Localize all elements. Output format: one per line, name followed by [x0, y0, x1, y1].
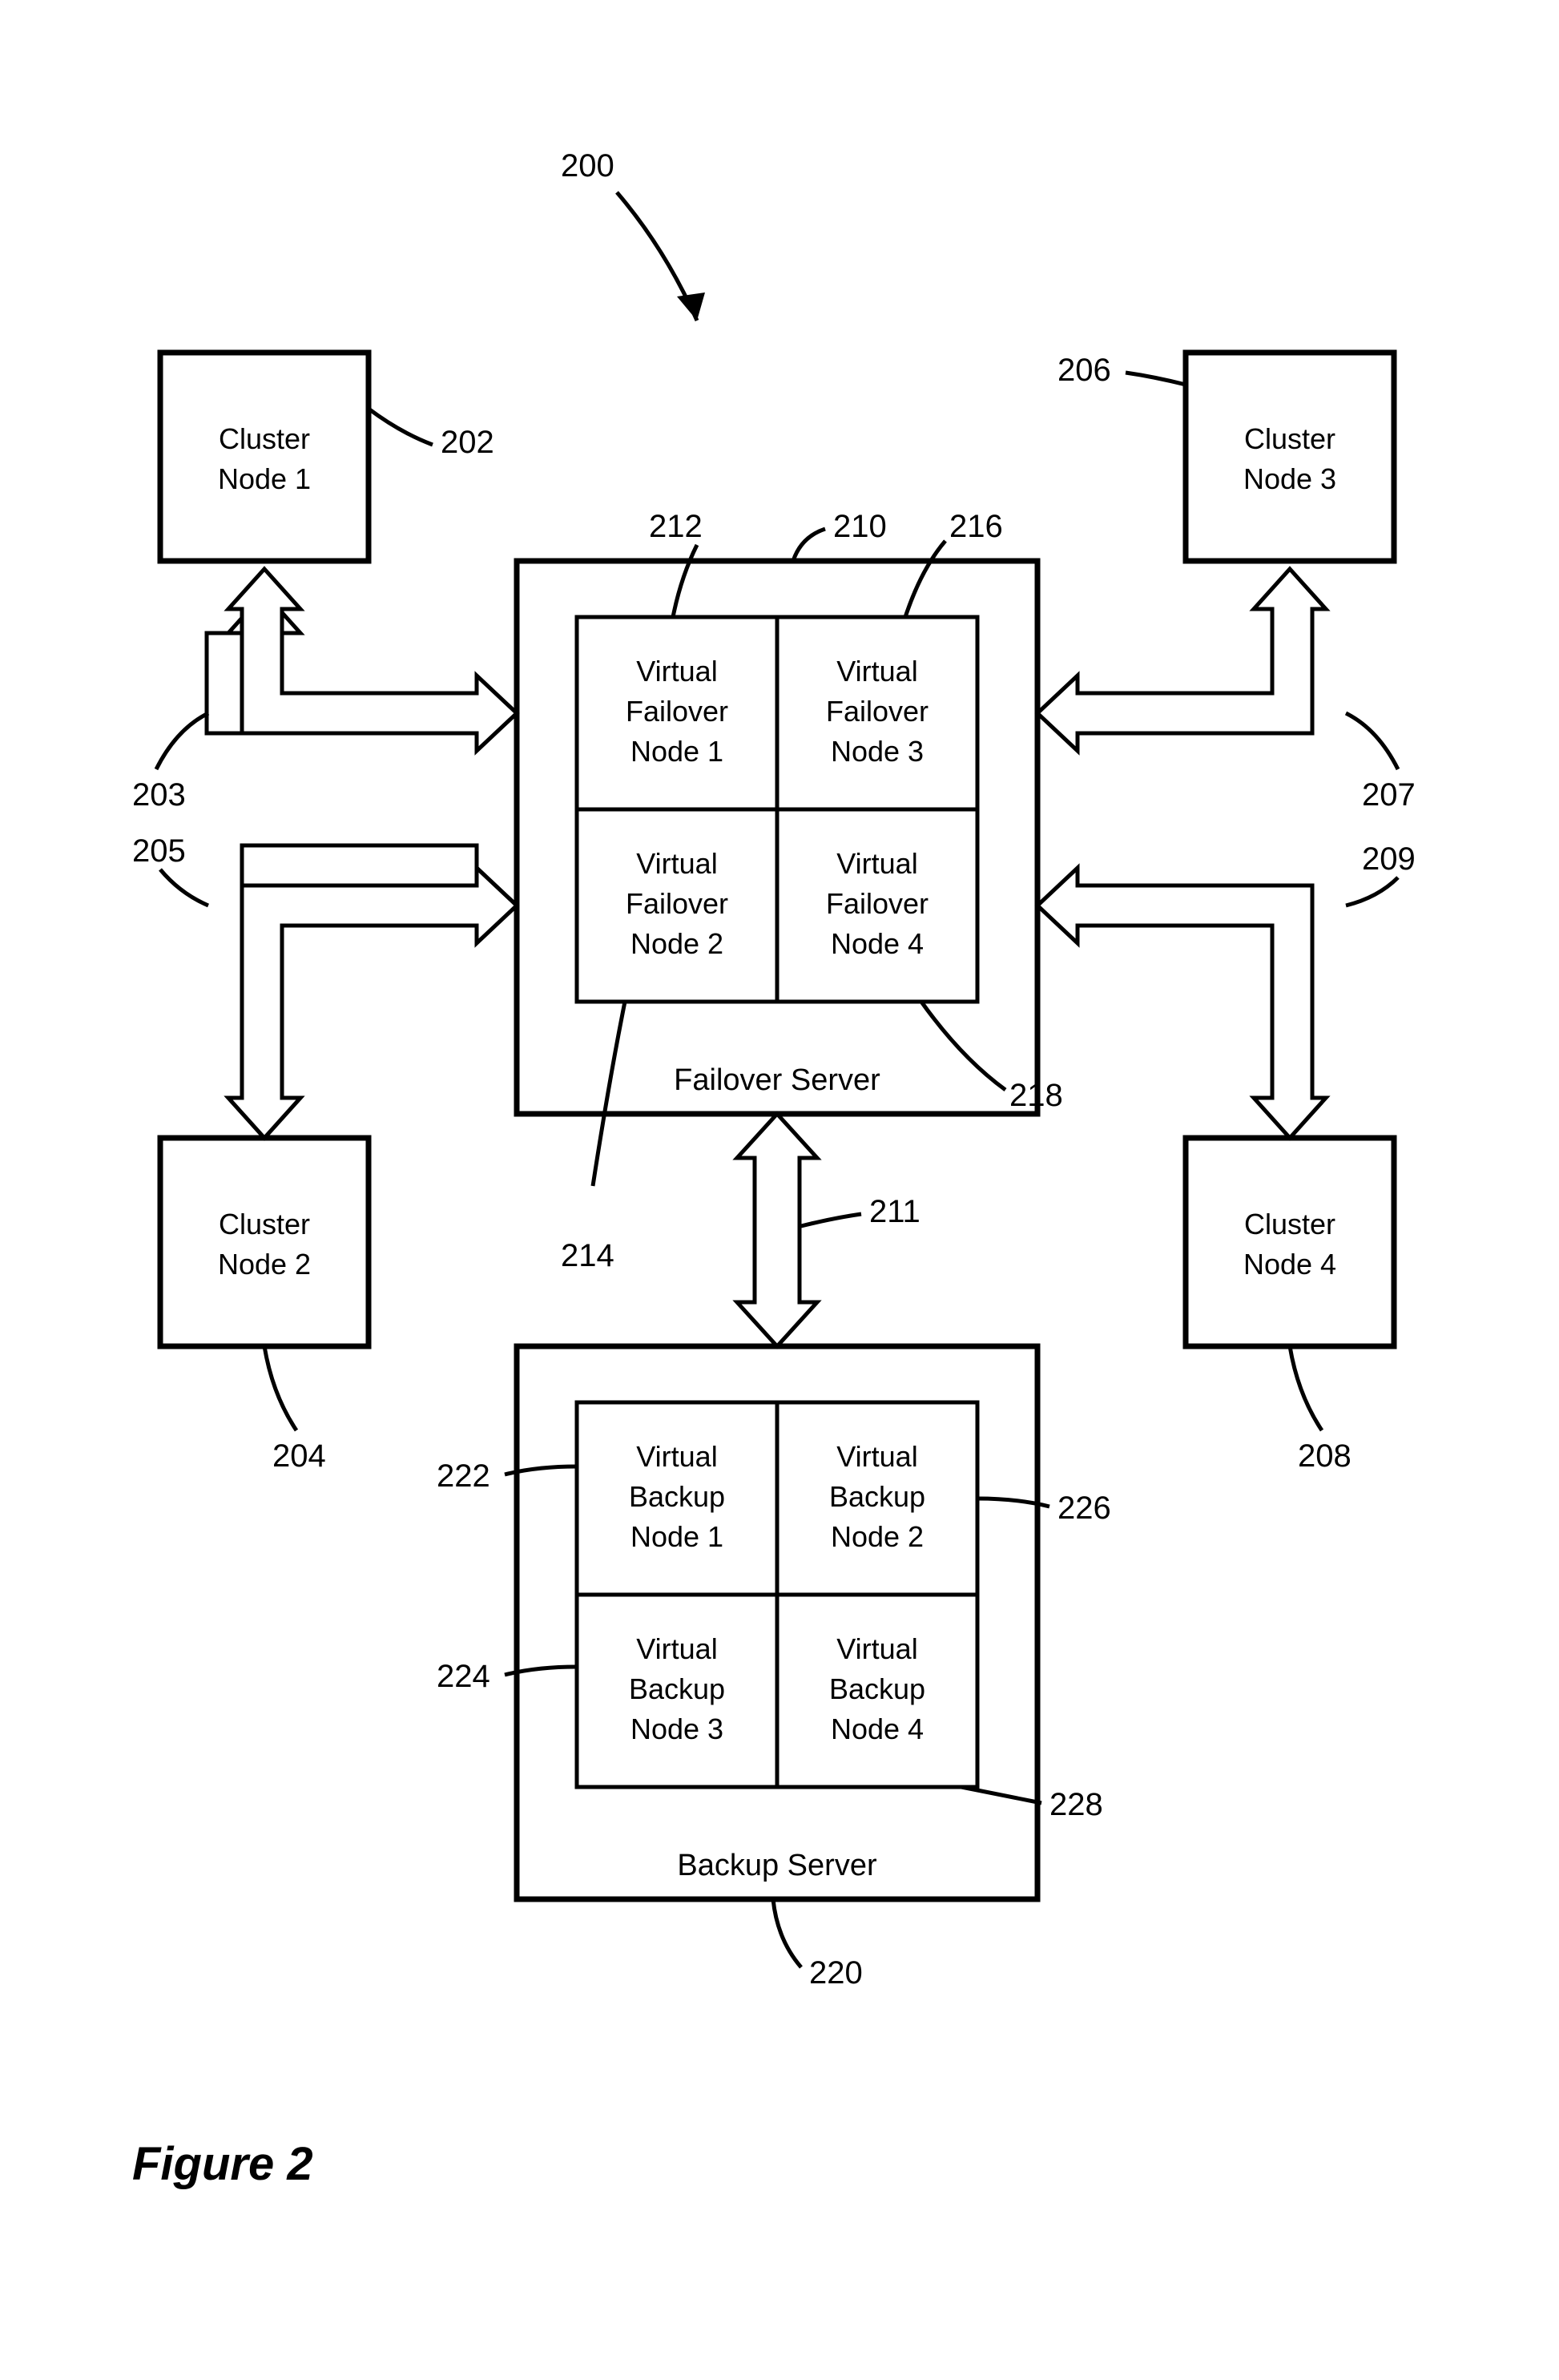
ref-206-leader	[1126, 373, 1186, 385]
ref-202-leader	[369, 409, 433, 445]
ref-214: 214	[561, 1238, 614, 1273]
cluster-node-4-line1: Cluster	[1244, 1208, 1335, 1240]
ref-207-leader	[1346, 713, 1398, 769]
cluster-node-3-line2: Node 3	[1243, 462, 1336, 495]
vfn2-l3: Node 2	[630, 927, 723, 960]
vfn1-l2: Failover	[626, 695, 728, 728]
vbn4-l2: Backup	[829, 1672, 925, 1705]
ref-200-arrowhead	[677, 292, 705, 321]
ref-200: 200	[561, 148, 614, 184]
ref-218: 218	[1009, 1078, 1063, 1113]
diagram-root: 200 Cluster Node 1 202 Cluster Node 3 20…	[0, 0, 1559, 2380]
vfn4-l1: Virtual	[836, 847, 917, 880]
vbn2-l1: Virtual	[836, 1440, 917, 1473]
ref-208-leader	[1290, 1346, 1322, 1430]
vbn4-l1: Virtual	[836, 1632, 917, 1665]
vfn4-l3: Node 4	[831, 927, 924, 960]
backup-server-label: Backup Server	[677, 1849, 877, 1882]
cluster-node-3-line1: Cluster	[1244, 422, 1335, 455]
vfn1-l3: Node 1	[630, 735, 723, 768]
arrow-211-shape	[737, 1114, 817, 1346]
ref-209-leader	[1346, 877, 1398, 906]
ref-209: 209	[1362, 841, 1416, 877]
vfn3-l2: Failover	[826, 695, 929, 728]
arrow-203-shape	[228, 569, 517, 751]
ref-210-leader	[793, 529, 825, 561]
ref-224: 224	[437, 1659, 490, 1694]
backup-server: Backup Server Virtual Backup Node 1 Virt…	[517, 1346, 1037, 1899]
vfn3-l1: Virtual	[836, 655, 917, 688]
ref-210: 210	[833, 509, 887, 544]
cluster-node-1-line1: Cluster	[219, 422, 310, 455]
ref-204: 204	[272, 1438, 326, 1474]
cluster-node-4-line2: Node 4	[1243, 1248, 1336, 1281]
vfn2-l1: Virtual	[636, 847, 717, 880]
vfn3-l3: Node 3	[831, 735, 924, 768]
ref-206: 206	[1057, 353, 1111, 388]
vbn1-l3: Node 1	[630, 1520, 723, 1553]
ref-205-leader	[160, 869, 208, 906]
vfn1-l1: Virtual	[636, 655, 717, 688]
vbn4-l3: Node 4	[831, 1712, 924, 1745]
ref-205: 205	[132, 833, 186, 869]
figure-title: Figure 2	[132, 2138, 313, 2190]
arrow-207-shape	[1037, 569, 1326, 751]
cluster-node-2-line1: Cluster	[219, 1208, 310, 1240]
ref-202: 202	[441, 425, 494, 460]
ref-216: 216	[949, 509, 1003, 544]
ref-207: 207	[1362, 777, 1416, 813]
cluster-node-3: Cluster Node 3	[1186, 353, 1394, 561]
ref-220: 220	[809, 1955, 863, 1991]
cluster-node-2: Cluster Node 2	[160, 1138, 369, 1346]
vfn4-l2: Failover	[826, 887, 929, 920]
failover-server-label: Failover Server	[674, 1063, 880, 1097]
ref-211-leader	[801, 1214, 861, 1226]
cluster-node-1: Cluster Node 1	[160, 353, 369, 561]
vbn3-l2: Backup	[629, 1672, 725, 1705]
cluster-node-2-line2: Node 2	[218, 1248, 311, 1281]
ref-228: 228	[1049, 1787, 1103, 1822]
vbn1-l1: Virtual	[636, 1440, 717, 1473]
arrow-205-shape2	[228, 868, 517, 1138]
cluster-node-1-line2: Node 1	[218, 462, 311, 495]
vbn2-l3: Node 2	[831, 1520, 924, 1553]
ref-212: 212	[649, 509, 703, 544]
arrow-209-shape	[1037, 868, 1326, 1138]
cluster-node-4: Cluster Node 4	[1186, 1138, 1394, 1346]
vbn1-l2: Backup	[629, 1480, 725, 1513]
failover-server: Failover Server Virtual Failover Node 1 …	[517, 561, 1037, 1114]
ref-226: 226	[1057, 1491, 1111, 1526]
vbn3-l1: Virtual	[636, 1632, 717, 1665]
ref-222: 222	[437, 1458, 490, 1494]
ref-211: 211	[869, 1194, 920, 1229]
vbn3-l3: Node 3	[630, 1712, 723, 1745]
ref-204-leader	[264, 1346, 296, 1430]
ref-203: 203	[132, 777, 186, 813]
vfn2-l2: Failover	[626, 887, 728, 920]
ref-208: 208	[1298, 1438, 1352, 1474]
vbn2-l2: Backup	[829, 1480, 925, 1513]
ref-203-leader	[156, 713, 208, 769]
ref-220-leader	[773, 1899, 801, 1967]
